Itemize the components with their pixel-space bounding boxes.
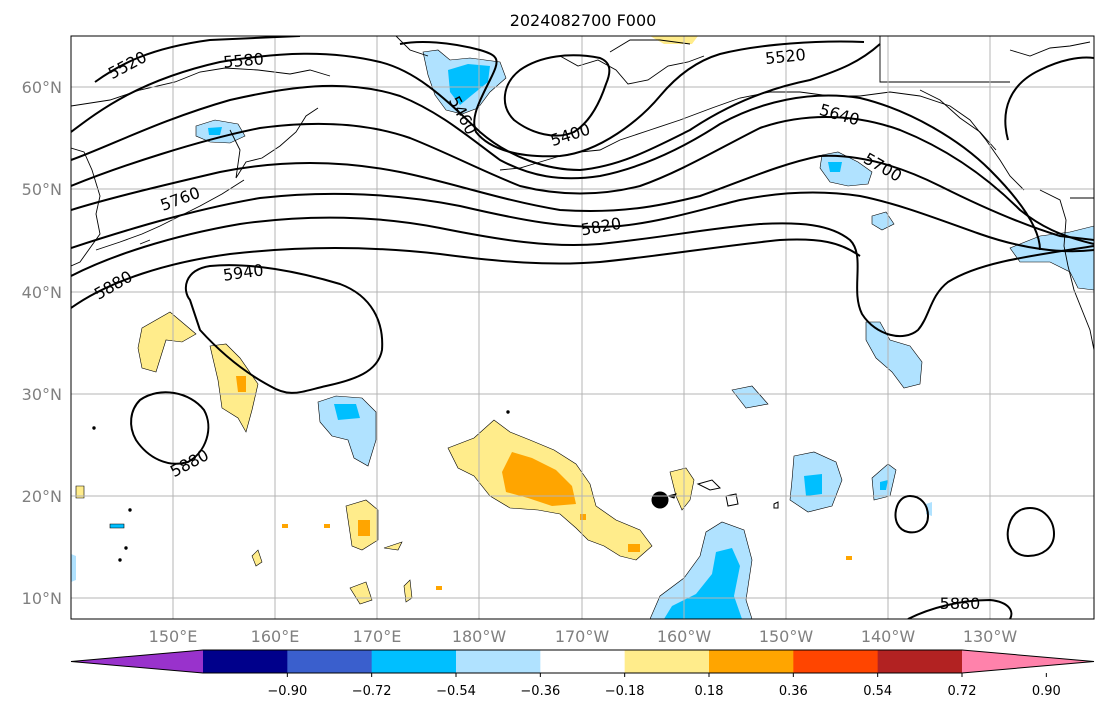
lat-label: 50°N [22,180,62,199]
lon-label: 170°W [555,627,610,646]
contour-5400 [503,54,611,137]
lon-label: 160°W [657,627,712,646]
contour-5880-main [71,216,1094,338]
colorbar-tick-label: 0.90 [1032,684,1061,699]
contour-5760 [71,154,1094,241]
colorbar-segment [624,650,710,673]
contour-5580 [71,43,881,172]
gridlines [71,36,1094,619]
colorbar-tick-label: 0.54 [863,684,892,699]
lat-label: 40°N [22,283,62,302]
lon-label: 180°W [452,627,507,646]
lon-label: 150°W [759,627,814,646]
map-panel: 5520 5580 5460 5400 5520 5640 5700 5760 … [70,35,1095,620]
height-contours [71,36,1094,619]
lon-label: 150°E [149,627,198,646]
colorbar-extend-max [962,650,1094,673]
colorbar-segment [709,650,794,673]
lat-label: 10°N [22,589,62,608]
colorbar-segment [540,650,626,673]
contour-5880-south [907,598,1013,619]
coastlines [71,36,1094,351]
colorbar-segment [203,650,288,673]
contour-5880-small-b [1006,506,1056,558]
shade-gulf [819,151,873,187]
contour-5520-west [94,36,301,83]
colorbar-segment [456,650,541,673]
lat-label: 20°N [22,487,62,506]
colorbar-extend-min [71,650,203,673]
colorbar-segment [287,650,373,673]
map-frame [70,35,1095,620]
island-hawaii [651,491,669,509]
lon-label: 130°W [963,627,1018,646]
map-title: 2024082700 F000 [510,11,657,30]
latitude-labels: 60°N 50°N 40°N 30°N 20°N 10°N [22,78,62,608]
colorbar-tick-label: −0.90 [267,684,307,699]
longitude-labels: 150°E 160°E 170°E 180°W 170°W 160°W 150°… [149,627,1018,646]
colorbar-tick-label: −0.54 [436,684,476,699]
contour-east-5640 [1004,56,1094,141]
colorbar-tick-label: −0.72 [352,684,392,699]
contour-5880-small-a [894,494,930,534]
contour-label: 5880 [940,594,981,613]
contour-5820 [71,191,1094,253]
lat-label: 60°N [22,78,62,97]
colorbar: −0.90 −0.72 −0.54 −0.36 −0.18 0.18 0.36 0.54 0.7… [70,649,1095,699]
colorbar-segment [371,650,457,673]
contour-label: 5520 [764,45,806,68]
positive-shading [75,36,852,605]
colorbar-segment [793,650,879,673]
contour-5460 [399,40,865,158]
colorbar-tick-label: 0.18 [695,684,724,699]
lat-label: 30°N [22,385,62,404]
contour-5880-upper [71,238,861,309]
contour-5880-west-closed [130,391,210,465]
lon-label: 160°E [251,627,300,646]
colorbar-tick-label: −0.36 [520,684,560,699]
colorbar-segment [877,650,963,673]
colorbar-tick-label: −0.18 [605,684,645,699]
colorbar-tick-label: 0.72 [948,684,977,699]
colorbar-tick-label: 0.36 [779,684,808,699]
lon-label: 140°W [861,627,916,646]
contour-5940 [184,264,384,394]
contour-label: 5580 [222,49,264,71]
colorbar-outline [70,649,1095,674]
lon-label: 170°E [353,627,402,646]
contour-5640 [71,84,1041,251]
contour-5700 [71,116,1094,245]
borders [879,36,1094,199]
